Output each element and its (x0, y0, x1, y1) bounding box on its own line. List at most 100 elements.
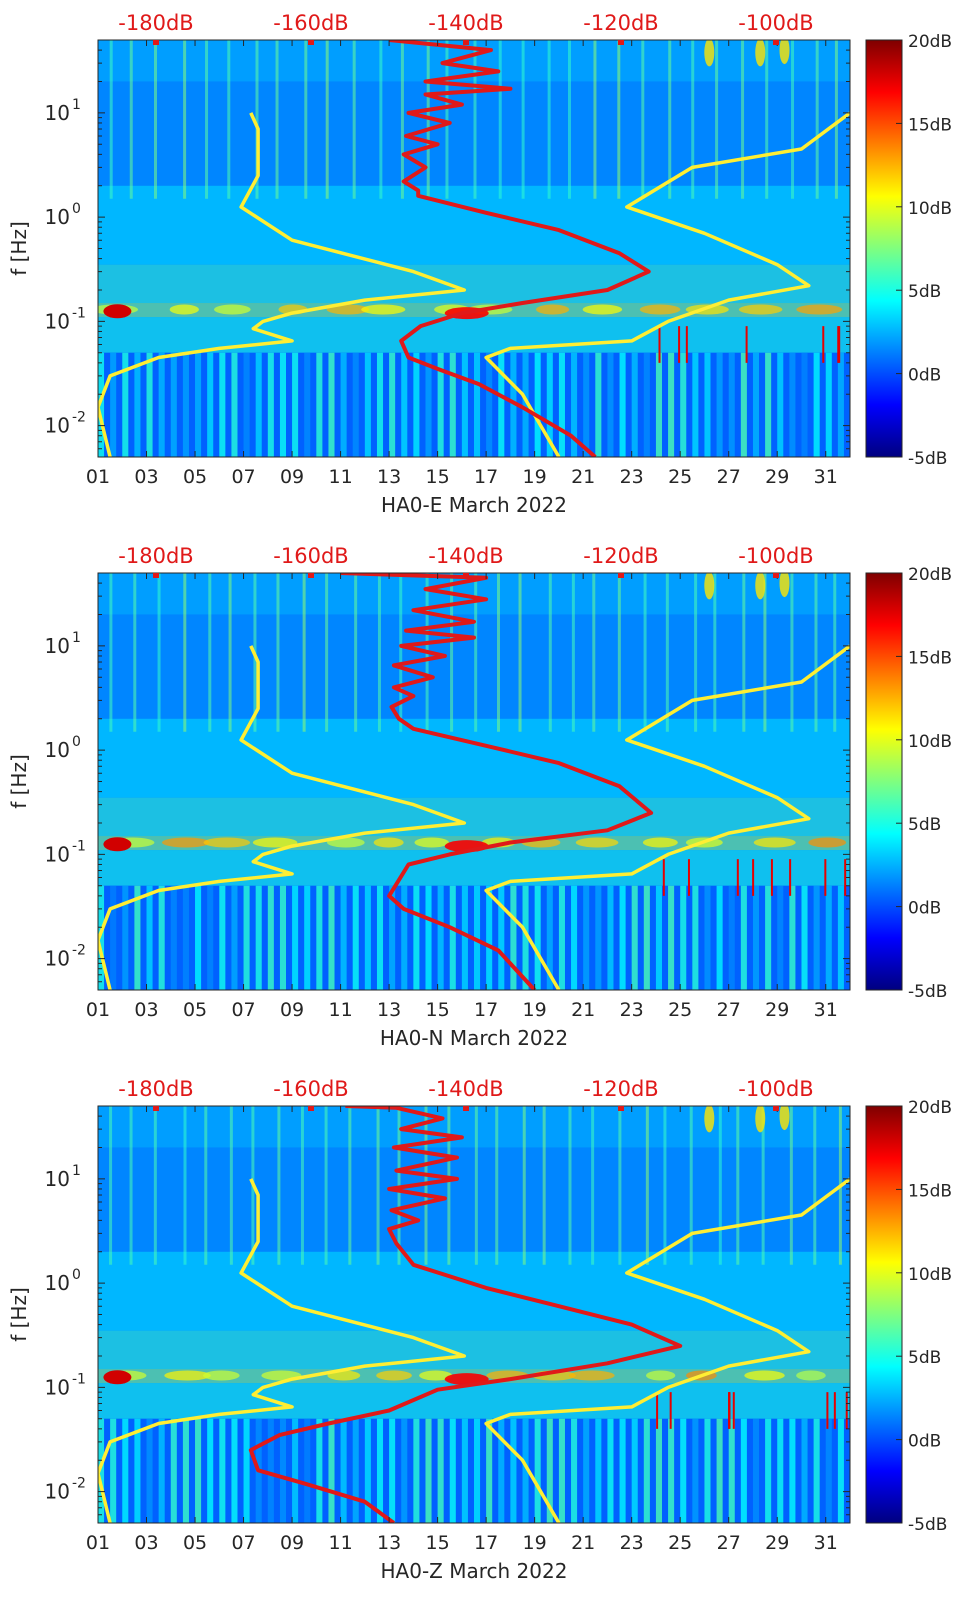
x-tick-label: 31 (814, 999, 838, 1021)
spectrogram-stripe (825, 1418, 832, 1523)
spectrogram-stripe (279, 352, 286, 457)
spectrogram-stripe (801, 1418, 808, 1523)
spectrogram-stripe (401, 1418, 408, 1523)
spectrogram-stripe (498, 885, 505, 990)
spectrogram-stripe (643, 885, 650, 990)
spectrogram-stripe (704, 1418, 711, 1523)
spectrogram-streak (645, 1106, 649, 1265)
x-tick-label: 17 (474, 999, 498, 1021)
spectrogram-streak (496, 573, 500, 732)
spectrogram-streak (641, 40, 645, 199)
x-tick-label: 07 (231, 466, 255, 488)
y-tick-exponent: -2 (72, 410, 86, 426)
y-axis-label: f [Hz] (7, 754, 31, 809)
spectrogram-stripe (765, 885, 772, 990)
spectrogram-stripe (219, 1418, 226, 1523)
y-tick-label: 10 (45, 1375, 70, 1399)
spectrogram-stripe (437, 352, 444, 457)
x-tick-label: 05 (183, 1532, 207, 1554)
red-curve-2 (248, 1106, 683, 1523)
spectrogram-stripe (267, 1418, 274, 1523)
top-db-tick (773, 573, 779, 578)
spectrogram-blob (639, 304, 681, 315)
spectrogram-stripe (98, 1418, 105, 1523)
colorbar-tick-label: 10dB (908, 199, 952, 219)
colorbar-tick-label: -5dB (908, 982, 947, 1002)
spectrogram-stripe (680, 885, 687, 990)
spectrogram-stripe (668, 885, 675, 990)
x-tick-label: 13 (377, 466, 401, 488)
spectrogram-blob (361, 304, 406, 315)
spectrogram-stripe (146, 1418, 153, 1523)
spectrogram-stripe (631, 885, 638, 990)
spectrogram-spike (669, 1392, 672, 1429)
spectrogram-stripe (376, 1418, 384, 1523)
spectrogram-band (98, 1330, 850, 1370)
spectrogram-spike (656, 1392, 659, 1429)
spectrogram-streak (275, 40, 279, 199)
spectrogram-stripe (413, 352, 420, 457)
spectrogram-stripe (110, 352, 117, 457)
x-tick-label: 29 (765, 466, 789, 488)
spectrogram-stripe (158, 885, 165, 990)
x-tick-label: 03 (134, 466, 158, 488)
spectrogram-streak (567, 40, 571, 199)
spectrogram-streak (815, 40, 819, 199)
spectrogram-spike (826, 1392, 829, 1429)
x-tick-label: 19 (523, 999, 547, 1021)
spectrogram-stripe (740, 885, 747, 990)
spectrogram-streak (736, 1106, 740, 1265)
spectrogram-stripe (122, 1418, 129, 1523)
x-tick-label: 13 (377, 999, 401, 1021)
spectrogram-band (98, 797, 850, 837)
top-db-tick (618, 40, 624, 45)
spectrogram-blob (753, 837, 796, 848)
colorbar-tick-label: 10dB (908, 1265, 952, 1285)
top-db-tick (308, 573, 314, 578)
spectrogram-stripe (668, 352, 675, 457)
spectrogram-stripe (449, 885, 456, 990)
spectrogram-streak (255, 40, 259, 199)
spectrogram-streak (663, 1106, 667, 1265)
spectrogram-streak (450, 573, 454, 732)
spectrogram-streak (109, 1106, 113, 1265)
spectrogram-stripe (352, 1418, 359, 1523)
spectrogram-stripe (752, 352, 760, 457)
spectrogram-spike (844, 859, 847, 896)
spectrogram-stripe (728, 1418, 735, 1523)
x-tick-label: 15 (426, 466, 450, 488)
spectrogram-stripe (401, 885, 408, 990)
spectrogram-stripe (558, 352, 565, 457)
red-curve-2 (340, 573, 654, 990)
spectrogram-streak (447, 1106, 451, 1265)
spectrogram-stripe (643, 1418, 650, 1523)
spectrogram-streak (204, 1106, 208, 1265)
spectrogram-stripe (207, 1418, 214, 1523)
x-tick-label: 15 (426, 999, 450, 1021)
spectrogram-stripe (546, 352, 553, 457)
x-tick-label: 11 (328, 466, 352, 488)
spectrogram-stripe (704, 885, 711, 990)
spectrogram-blob (202, 1370, 240, 1381)
spectrogram-stripe (267, 352, 274, 457)
colorbar-tick-label: 20dB (908, 565, 952, 585)
spectrogram-stripe (619, 352, 626, 457)
spectrogram-blob (808, 837, 847, 848)
y-tick-exponent: 1 (72, 97, 81, 113)
x-tick-label: 07 (231, 999, 255, 1021)
colorbar-tick-label: 5dB (908, 815, 941, 835)
spectrogram-blob (214, 304, 251, 315)
spectrogram-streak (689, 1106, 693, 1265)
spectrogram-streak (833, 573, 837, 732)
x-tick-label: 05 (183, 999, 207, 1021)
spectrogram-streak (229, 1106, 233, 1265)
spectrogram-streak (834, 40, 838, 199)
spectrogram-stripe (510, 352, 517, 457)
colorbar-tick-label: 15dB (908, 115, 952, 135)
spectrogram-streak (302, 573, 306, 732)
top-db-label: -100dB (738, 1077, 813, 1101)
spectrogram-streak (205, 40, 209, 199)
x-tick-label: 23 (620, 466, 644, 488)
spectrogram-stripe (255, 352, 262, 457)
spectrogram-stripe (364, 1418, 371, 1523)
